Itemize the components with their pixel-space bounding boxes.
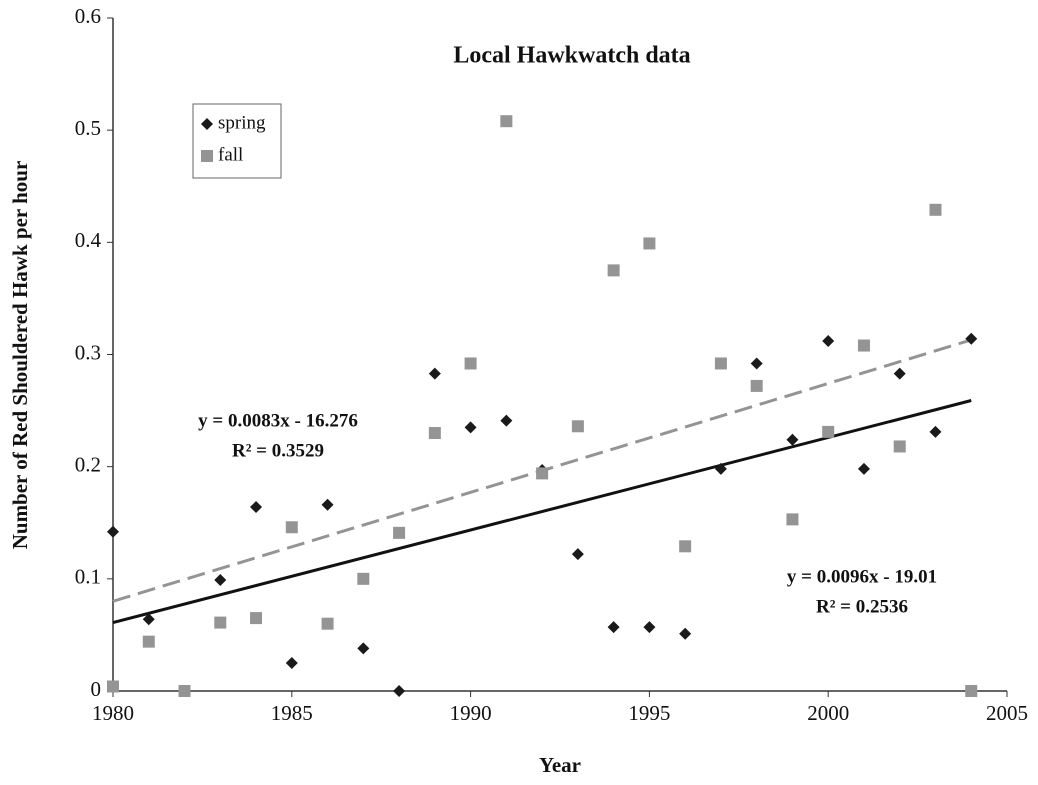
point [822, 425, 835, 438]
point [571, 420, 584, 433]
point [607, 264, 620, 277]
point [214, 573, 227, 586]
point [893, 440, 906, 453]
point [643, 621, 656, 634]
point [321, 498, 334, 511]
point [250, 501, 263, 514]
point [285, 521, 298, 534]
point [250, 612, 263, 625]
x-tick-label: 1985 [271, 701, 313, 725]
trend-equation: R² = 0.2536 [816, 596, 908, 617]
y-tick-label: 0.2 [75, 452, 101, 476]
trend-line [112, 399, 972, 625]
point [357, 642, 370, 655]
legend-label: spring [218, 112, 266, 133]
x-tick-label: 1980 [92, 701, 134, 725]
point [822, 335, 835, 348]
point [714, 462, 727, 475]
point [107, 525, 119, 538]
point [285, 656, 298, 669]
point [857, 462, 870, 475]
point [107, 680, 119, 693]
legend-label: fall [218, 144, 243, 165]
point [786, 433, 799, 446]
point [321, 617, 334, 630]
point [857, 339, 870, 352]
trend-equation: y = 0.0083x - 16.276 [198, 410, 358, 431]
x-tick-label: 1990 [450, 701, 492, 725]
point [393, 526, 406, 539]
x-tick-label: 2005 [986, 701, 1028, 725]
point [965, 332, 978, 345]
point [679, 540, 692, 553]
trend-equation: R² = 0.3529 [232, 440, 324, 461]
trend-equation: y = 0.0096x - 19.01 [787, 566, 937, 587]
point [607, 621, 620, 634]
point [142, 613, 155, 626]
point [929, 425, 942, 438]
x-axis-label: Year [539, 753, 581, 777]
point [428, 367, 441, 380]
point [500, 414, 513, 427]
point [929, 203, 942, 216]
x-tick-label: 2000 [807, 701, 849, 725]
point [464, 421, 477, 434]
point [393, 685, 406, 697]
legend-marker [201, 118, 213, 130]
point [464, 357, 477, 370]
point [357, 572, 370, 585]
point [142, 635, 155, 648]
chart-title: Local Hawkwatch data [453, 43, 690, 69]
point [178, 685, 191, 697]
y-tick-label: 0.3 [75, 340, 101, 364]
point [750, 357, 763, 370]
y-axis-label: Number of Red Shouldered Hawk per hour [8, 161, 32, 550]
point [536, 467, 549, 480]
legend-marker [201, 150, 213, 162]
point [643, 237, 656, 250]
point [893, 367, 906, 380]
point [786, 513, 799, 526]
legend-box [192, 103, 282, 179]
point [714, 357, 727, 370]
y-tick-label: 0 [91, 677, 102, 701]
x-tick-label: 1995 [628, 701, 670, 725]
point [750, 379, 763, 392]
y-tick-label: 0.1 [75, 565, 101, 589]
y-tick-label: 0.4 [75, 228, 102, 252]
point [214, 616, 227, 629]
point [571, 548, 584, 561]
y-tick-label: 0.5 [75, 116, 101, 140]
point [500, 115, 513, 128]
point [679, 627, 692, 640]
point [965, 685, 978, 697]
y-tick-label: 0.6 [75, 4, 101, 28]
point [428, 427, 441, 440]
